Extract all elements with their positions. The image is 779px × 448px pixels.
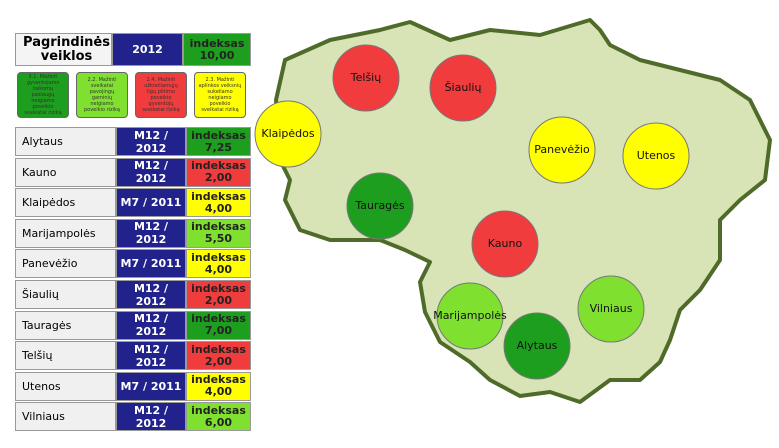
index-label: indeksas xyxy=(191,342,246,356)
row-period: M12 / 2012 xyxy=(116,310,186,340)
index-value: 4,00 xyxy=(204,262,233,276)
row-index: indeksas 5,50 xyxy=(186,218,251,248)
row-name: Telšių xyxy=(15,341,116,371)
index-label: indeksas xyxy=(191,159,246,173)
row-period: M12 / 2012 xyxy=(116,280,186,309)
region-marker xyxy=(528,116,596,184)
legend-box: 2.2. Mažinti sveikatai pavojingų gaminių… xyxy=(76,72,128,118)
row-period: M7 / 2011 xyxy=(116,371,186,401)
row-name: Šiaulių xyxy=(15,280,116,309)
row-period: M12 / 2012 xyxy=(116,218,186,248)
row-period: M12 / 2012 xyxy=(116,127,186,156)
region-marker xyxy=(436,282,504,350)
row-period: M12 / 2012 xyxy=(116,341,186,371)
index-label: indeksas xyxy=(191,403,246,417)
region-label: Kauno xyxy=(488,237,523,250)
region-label: Marijampolės xyxy=(433,309,507,322)
row-index: indeksas 6,00 xyxy=(186,402,251,432)
row-name: Utenos xyxy=(15,371,116,401)
index-label: indeksas xyxy=(189,36,245,50)
legend-box: 2.4. Mažinti užkrečiamųjų ligų plitimo p… xyxy=(135,72,187,118)
region-label: Klaipėdos xyxy=(261,127,315,140)
region-label: Šiaulių xyxy=(445,81,482,94)
row-index: indeksas 2,00 xyxy=(186,157,251,187)
index-value: 7,00 xyxy=(204,324,233,338)
index-label: indeksas xyxy=(191,281,246,295)
region-label: Panevėžio xyxy=(534,143,590,156)
region-marker xyxy=(503,312,571,380)
row-name: Marijampolės xyxy=(15,218,116,248)
index-label: indeksas xyxy=(191,373,246,387)
row-index: indeksas 4,00 xyxy=(186,249,251,279)
index-value: 2,00 xyxy=(204,293,233,307)
row-name: Tauragės xyxy=(15,310,116,340)
region-marker xyxy=(577,275,645,343)
region-label: Vilniaus xyxy=(590,302,633,315)
index-label: indeksas xyxy=(191,250,246,264)
legend-box: 2.3. Mažinti aplinkos veiksnių sukeliamo… xyxy=(194,72,246,118)
header-title: Pagrindinės veiklos xyxy=(15,33,112,66)
row-period: M7 / 2011 xyxy=(116,249,186,279)
row-index: indeksas 2,00 xyxy=(186,280,251,309)
index-value: 5,50 xyxy=(204,232,233,246)
index-value: 10,00 xyxy=(199,48,235,62)
header-period: 2012 xyxy=(112,33,183,66)
index-value: 4,00 xyxy=(204,201,233,215)
row-name: Kauno xyxy=(15,157,116,187)
row-name: Panevėžio xyxy=(15,249,116,279)
region-marker xyxy=(622,122,690,190)
row-name: Vilniaus xyxy=(15,402,116,432)
index-value: 2,00 xyxy=(204,354,233,368)
row-index: indeksas 7,00 xyxy=(186,310,251,340)
region-label: Utenos xyxy=(637,149,676,162)
region-marker xyxy=(346,172,414,240)
index-value: 4,00 xyxy=(204,385,233,399)
header-index: indeksas 10,00 xyxy=(183,33,251,66)
index-label: indeksas xyxy=(191,312,246,326)
row-index: indeksas 4,00 xyxy=(186,371,251,401)
legend-box: 3.1. Mažinti gyventojams taikomų paslaug… xyxy=(17,72,69,118)
region-label: Telšių xyxy=(350,71,381,84)
region-marker xyxy=(429,54,497,122)
region-marker xyxy=(254,100,322,168)
index-label: indeksas xyxy=(191,128,246,142)
index-label: indeksas xyxy=(191,220,246,234)
row-index: indeksas 4,00 xyxy=(186,188,251,218)
row-period: M12 / 2012 xyxy=(116,157,186,187)
region-marker xyxy=(471,210,539,278)
row-period: M12 / 2012 xyxy=(116,402,186,432)
row-period: M7 / 2011 xyxy=(116,188,186,218)
row-index: indeksas 2,00 xyxy=(186,341,251,371)
region-label: Tauragės xyxy=(354,199,405,212)
index-value: 6,00 xyxy=(204,415,233,429)
row-index: indeksas 7,25 xyxy=(186,127,251,156)
country-outline xyxy=(274,18,772,404)
region-marker xyxy=(332,44,400,112)
index-value: 2,00 xyxy=(204,171,233,185)
index-label: indeksas xyxy=(191,189,246,203)
row-name: Alytaus xyxy=(15,127,116,156)
index-value: 7,25 xyxy=(204,140,233,154)
region-label: Alytaus xyxy=(517,339,558,352)
row-name: Klaipėdos xyxy=(15,188,116,218)
